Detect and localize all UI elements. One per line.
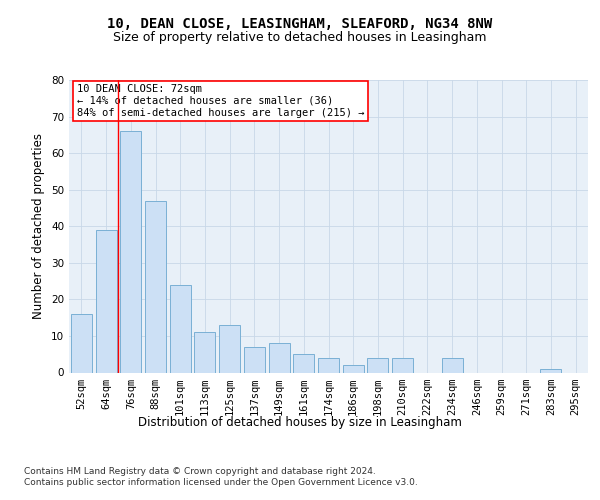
Bar: [71, 314, 92, 372]
Text: 10, DEAN CLOSE, LEASINGHAM, SLEAFORD, NG34 8NW: 10, DEAN CLOSE, LEASINGHAM, SLEAFORD, NG…: [107, 18, 493, 32]
Bar: [293, 354, 314, 372]
Text: Contains HM Land Registry data © Crown copyright and database right 2024.
Contai: Contains HM Land Registry data © Crown c…: [24, 468, 418, 487]
Bar: [219, 325, 240, 372]
Bar: [170, 285, 191, 372]
Bar: [120, 131, 141, 372]
Bar: [318, 358, 339, 372]
Bar: [541, 369, 562, 372]
Bar: [392, 358, 413, 372]
Y-axis label: Number of detached properties: Number of detached properties: [32, 133, 46, 320]
Bar: [95, 230, 116, 372]
Bar: [442, 358, 463, 372]
Text: Size of property relative to detached houses in Leasingham: Size of property relative to detached ho…: [113, 31, 487, 44]
Text: 10 DEAN CLOSE: 72sqm
← 14% of detached houses are smaller (36)
84% of semi-detac: 10 DEAN CLOSE: 72sqm ← 14% of detached h…: [77, 84, 364, 117]
Bar: [145, 200, 166, 372]
Bar: [244, 347, 265, 372]
Bar: [194, 332, 215, 372]
Text: Distribution of detached houses by size in Leasingham: Distribution of detached houses by size …: [138, 416, 462, 429]
Bar: [343, 365, 364, 372]
Bar: [367, 358, 388, 372]
Bar: [269, 343, 290, 372]
